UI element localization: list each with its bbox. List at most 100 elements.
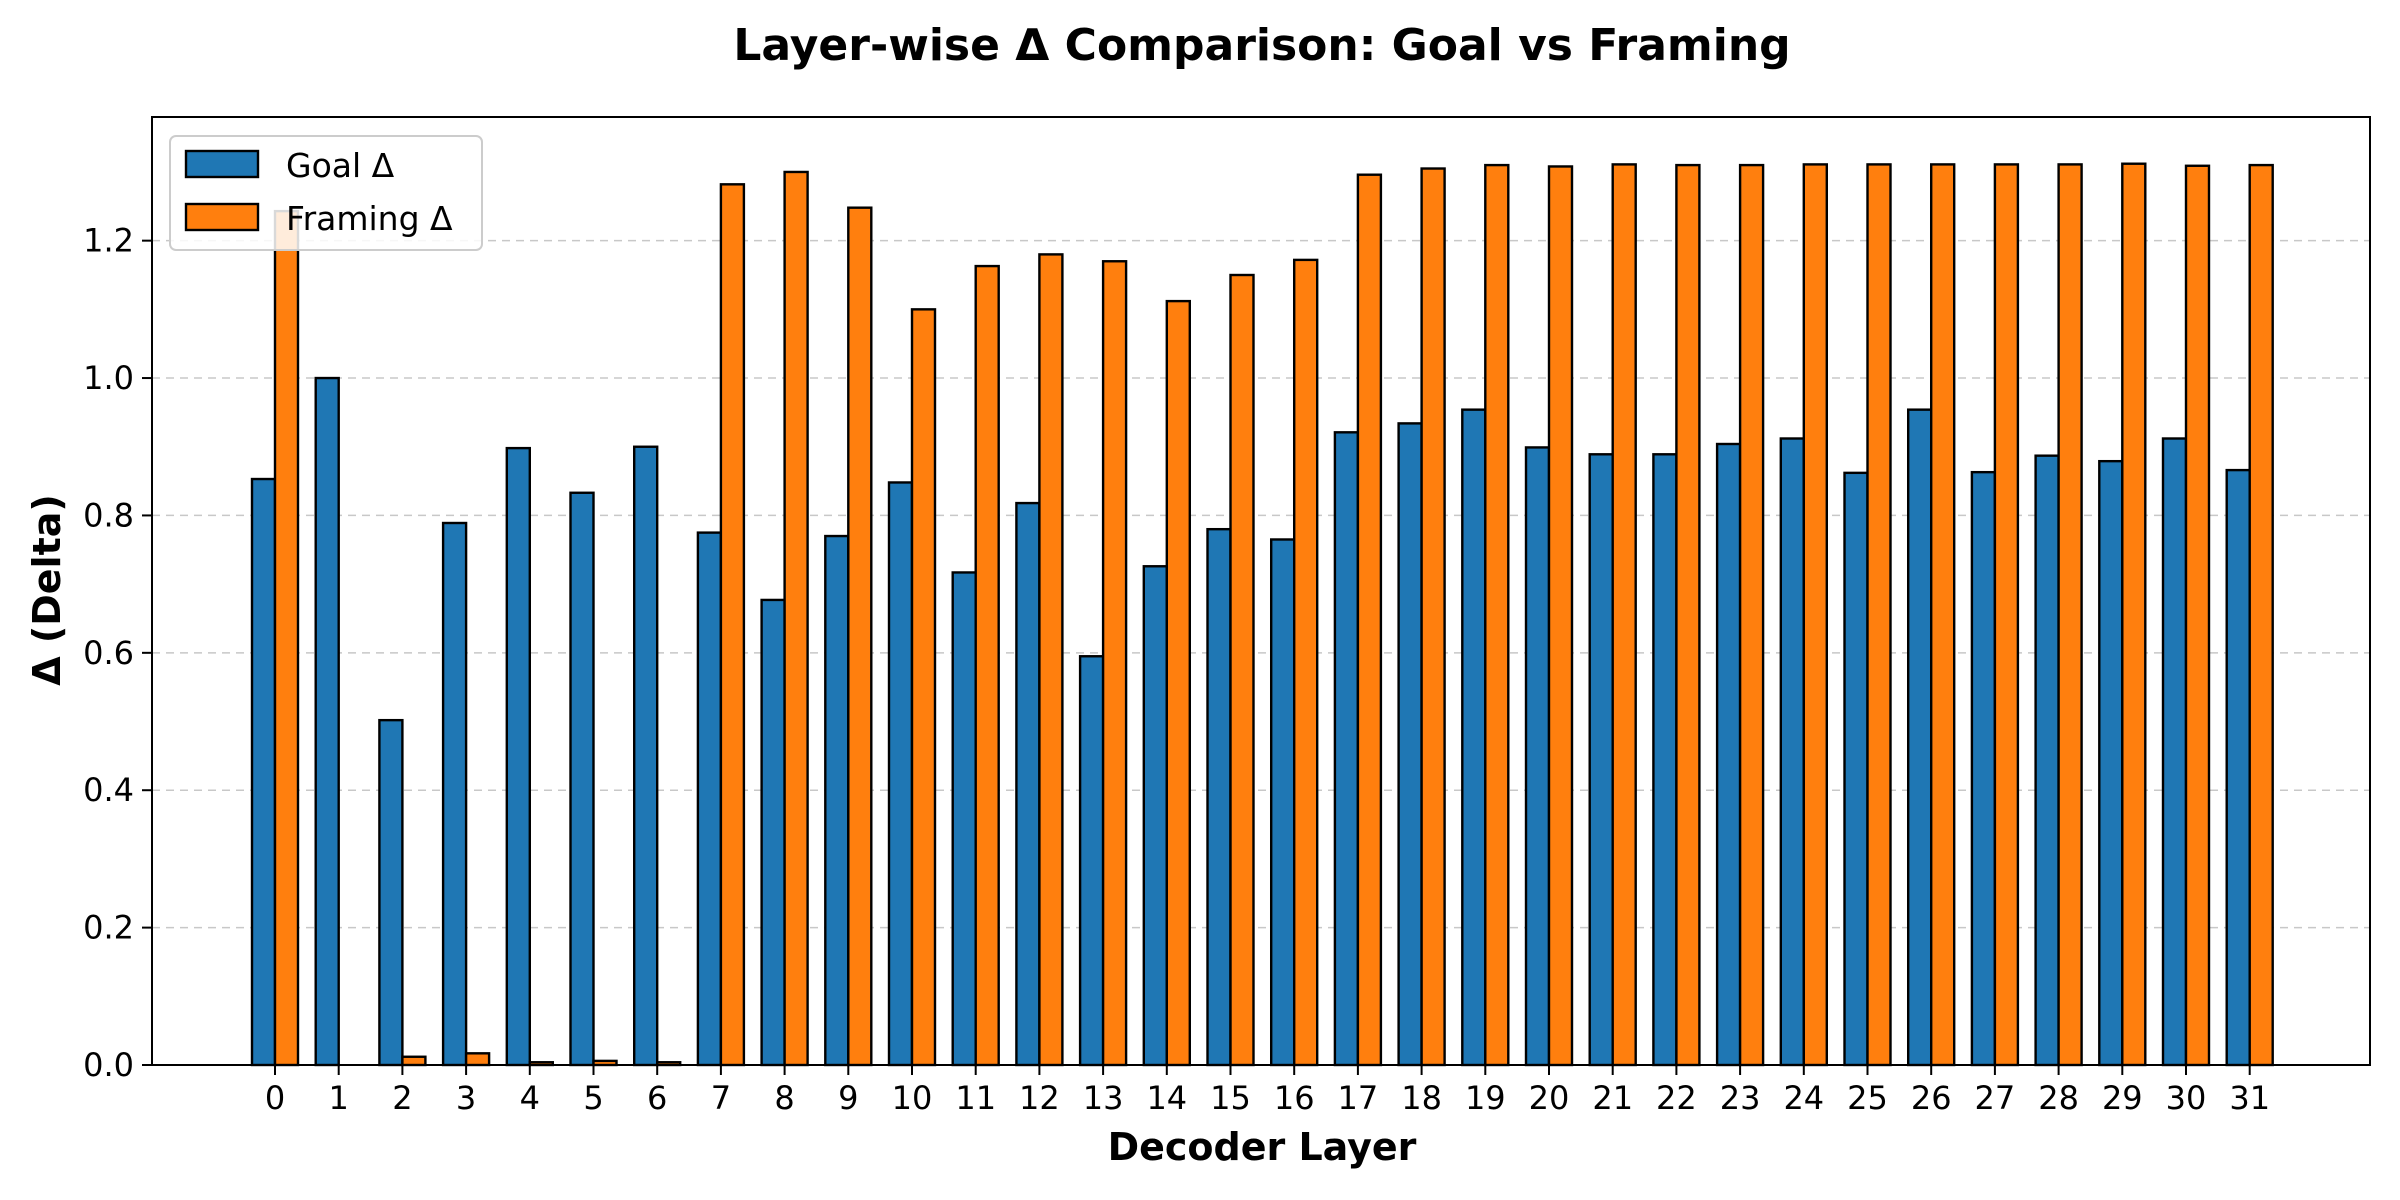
- framing-bar-layer-15: [1229, 273, 1255, 1067]
- goal-bar-layer-20: [1524, 446, 1551, 1067]
- legend-swatch-goal: [184, 149, 260, 179]
- x-tick-label: 15: [1210, 1079, 1251, 1117]
- framing-bar-layer-12: [1038, 253, 1064, 1067]
- y-tick-label: 0.6: [83, 634, 134, 672]
- framing-bar-layer-27: [1993, 163, 2020, 1067]
- x-tick-label: 16: [1274, 1079, 1315, 1117]
- y-axis: 0.0 0.2 0.4 0.6 0.8 1.0 1.2: [83, 222, 152, 1084]
- x-axis-label: Decoder Layer: [1108, 1125, 1417, 1169]
- y-tick-label: 0.4: [83, 771, 134, 809]
- x-tick-label: 27: [1975, 1079, 2016, 1117]
- y-tick-label: 0.8: [83, 496, 134, 534]
- framing-bar-layer-2: [401, 1055, 427, 1067]
- legend-label-framing: Framing Δ: [286, 199, 453, 238]
- goal-bar-layer-9: [824, 534, 850, 1067]
- x-tick-label: 2: [392, 1079, 412, 1117]
- goal-bar-layer-22: [1652, 453, 1678, 1067]
- y-axis-label: Δ (Delta): [25, 494, 69, 686]
- framing-bar-layer-22: [1675, 163, 1701, 1067]
- chart-title: Layer-wise Δ Comparison: Goal vs Framing: [733, 20, 1790, 71]
- framing-bar-layer-9: [847, 206, 873, 1067]
- legend-label-goal: Goal Δ: [286, 146, 395, 185]
- goal-bar-layer-4: [505, 446, 531, 1067]
- goal-bar-layer-27: [1970, 470, 1997, 1067]
- framing-bar-layer-19: [1484, 163, 1510, 1067]
- goal-bar-layer-17: [1333, 431, 1360, 1067]
- x-tick-label: 18: [1401, 1079, 1442, 1117]
- x-tick-label: 25: [1847, 1079, 1888, 1117]
- y-tick-label: 1.2: [83, 222, 134, 260]
- goal-bar-layer-30: [2161, 437, 2188, 1067]
- framing-bar-layer-28: [2057, 163, 2083, 1067]
- goal-bar-layer-10: [887, 481, 914, 1067]
- goal-bar-layer-5: [569, 491, 595, 1067]
- framing-bar-layer-7: [719, 183, 746, 1067]
- plot-area-frame: [151, 116, 2371, 1066]
- x-tick-label: 7: [711, 1079, 731, 1117]
- x-tick-label: 13: [1083, 1079, 1124, 1117]
- x-tick-label: 3: [456, 1079, 476, 1117]
- goal-bar-layer-23: [1715, 442, 1742, 1067]
- framing-bar-layer-13: [1101, 260, 1128, 1067]
- goal-bar-layer-15: [1206, 527, 1232, 1067]
- x-tick-label: 10: [892, 1079, 933, 1117]
- x-tick-label: 12: [1019, 1079, 1060, 1117]
- goal-bar-layer-13: [1078, 655, 1105, 1067]
- x-tick-label: 23: [1720, 1079, 1761, 1117]
- goal-bar-layer-25: [1843, 471, 1869, 1067]
- framing-bar-layer-14: [1165, 299, 1192, 1067]
- goal-bar-layer-1: [314, 376, 340, 1067]
- y-tick-label: 0.2: [83, 909, 134, 947]
- x-tick-label: 19: [1465, 1079, 1506, 1117]
- x-tick-label: 14: [1146, 1079, 1187, 1117]
- framing-bar-layer-21: [1611, 163, 1637, 1067]
- x-tick-label: 0: [265, 1079, 285, 1117]
- framing-bar-layer-17: [1356, 173, 1383, 1067]
- x-tick-label: 9: [838, 1079, 858, 1117]
- x-tick-label: 17: [1338, 1079, 1379, 1117]
- framing-bar-layer-11: [974, 264, 1000, 1067]
- x-tick-label: 31: [2229, 1079, 2270, 1117]
- framing-bar-layer-31: [2248, 163, 2274, 1067]
- x-tick-label: 5: [583, 1079, 603, 1117]
- framing-bar-layer-24: [1802, 163, 1829, 1067]
- x-tick-label: 26: [1911, 1079, 1952, 1117]
- framing-bar-layer-30: [2184, 164, 2211, 1067]
- x-axis: 0 1 2 3 4 5 6 7 8 9 10 11 12 13 14 15 16 17 18 19 20 21 22 23 24…: [265, 1065, 2270, 1117]
- goal-bar-layer-31: [2225, 468, 2251, 1067]
- goal-bar-layer-3: [441, 521, 468, 1067]
- x-tick-label: 4: [520, 1079, 540, 1117]
- goal-bar-layer-14: [1142, 565, 1169, 1067]
- x-tick-label: 6: [647, 1079, 667, 1117]
- framing-bar-layer-18: [1420, 167, 1446, 1067]
- goal-bar-layer-18: [1397, 422, 1423, 1067]
- x-tick-label: 30: [2166, 1079, 2207, 1117]
- x-tick-label: 1: [329, 1079, 349, 1117]
- x-tick-label: 21: [1592, 1079, 1633, 1117]
- framing-bar-layer-0: [273, 209, 300, 1067]
- framing-bar-layer-10: [910, 308, 937, 1067]
- x-tick-label: 22: [1656, 1079, 1697, 1117]
- legend-swatch-framing: [184, 202, 260, 232]
- goal-bar-layer-12: [1015, 501, 1041, 1067]
- framing-bar-layer-29: [2121, 162, 2147, 1067]
- goal-bar-layer-16: [1269, 538, 1296, 1067]
- x-tick-label: 28: [2038, 1079, 2079, 1117]
- goal-bar-layer-24: [1779, 437, 1806, 1067]
- framing-bar-layer-16: [1292, 258, 1319, 1067]
- framing-bar-layer-25: [1866, 163, 1892, 1067]
- goal-bar-layer-0: [250, 477, 277, 1067]
- x-tick-label: 24: [1783, 1079, 1824, 1117]
- goal-bar-layer-19: [1461, 408, 1487, 1067]
- x-tick-label: 8: [774, 1079, 794, 1117]
- goal-bar-layer-29: [2098, 459, 2124, 1067]
- legend: Goal Δ Framing Δ: [169, 135, 483, 251]
- x-tick-label: 20: [1529, 1079, 1570, 1117]
- x-tick-label: 29: [2102, 1079, 2143, 1117]
- y-tick-label: 0.0: [83, 1046, 134, 1084]
- goal-bar-layer-6: [633, 445, 659, 1067]
- x-tick-label: 11: [955, 1079, 996, 1117]
- goal-bar-layer-7: [696, 531, 723, 1067]
- goal-bar-layer-28: [2034, 454, 2060, 1067]
